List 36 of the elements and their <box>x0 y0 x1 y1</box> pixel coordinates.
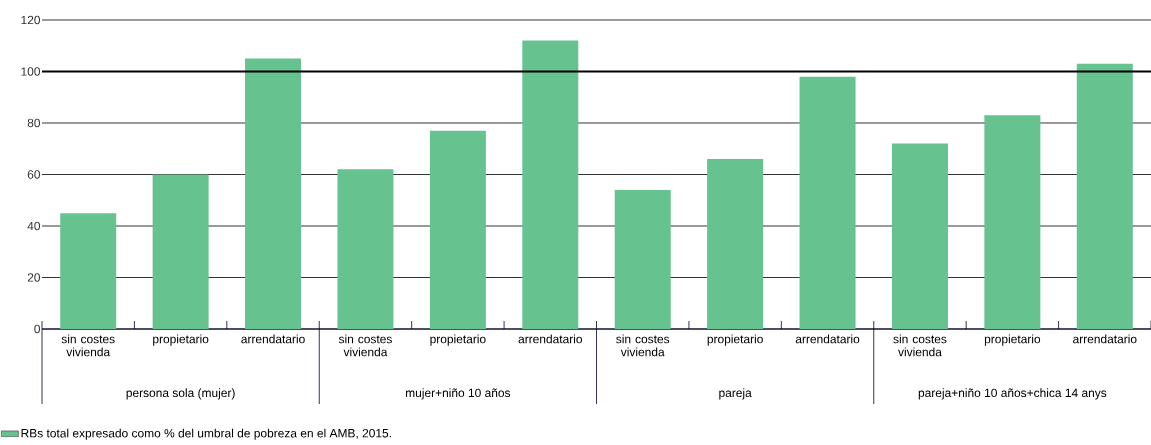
bar <box>1076 63 1133 329</box>
y-tick-label: 80 <box>27 118 41 128</box>
x-tick-label: sin costes vivienda <box>338 334 392 357</box>
x-tick-label: propietario <box>153 334 209 346</box>
x-tick-label: arrendatario <box>795 334 860 344</box>
text: pareja+niño 10 años+chica 14 anys <box>918 388 1107 400</box>
text: pareja <box>719 388 752 400</box>
x-tick-label: arrendatario <box>241 334 305 344</box>
bar <box>245 58 302 329</box>
bar <box>337 169 394 329</box>
x-tick-label: propietario <box>430 334 486 346</box>
y-tick-label: 100 <box>21 67 41 76</box>
y-tick-label: 20 <box>27 273 41 282</box>
x-tick-label: propietario <box>984 334 1041 346</box>
x-tick-label: propietario <box>707 334 763 346</box>
bar <box>891 143 948 329</box>
x-tick-label: sin costes vivienda <box>61 334 115 357</box>
x-tick-label: sin costes vivienda <box>893 334 947 357</box>
y-tick-label: 0 <box>34 324 41 334</box>
bar <box>984 115 1041 329</box>
bar <box>429 130 486 329</box>
x-tick-label: arrendatario <box>1073 334 1137 344</box>
bar <box>707 159 764 329</box>
x-tick-label: arrendatario <box>518 334 583 344</box>
text: mujer+niño 10 años <box>406 388 511 400</box>
bar <box>614 189 671 329</box>
text: persona sola (mujer) <box>126 388 235 400</box>
legend-label: RBs total expresado como % del umbral de pobreza en el AMB, 2015. <box>21 428 391 440</box>
y-tick-label: 40 <box>27 221 41 231</box>
y-tick-label: 120 <box>21 15 41 25</box>
bar <box>152 174 209 329</box>
x-tick-label: sin costes vivienda <box>616 334 670 357</box>
bar <box>60 213 117 329</box>
bar <box>522 40 579 329</box>
bar <box>799 76 856 329</box>
y-tick-label: 60 <box>27 170 41 179</box>
